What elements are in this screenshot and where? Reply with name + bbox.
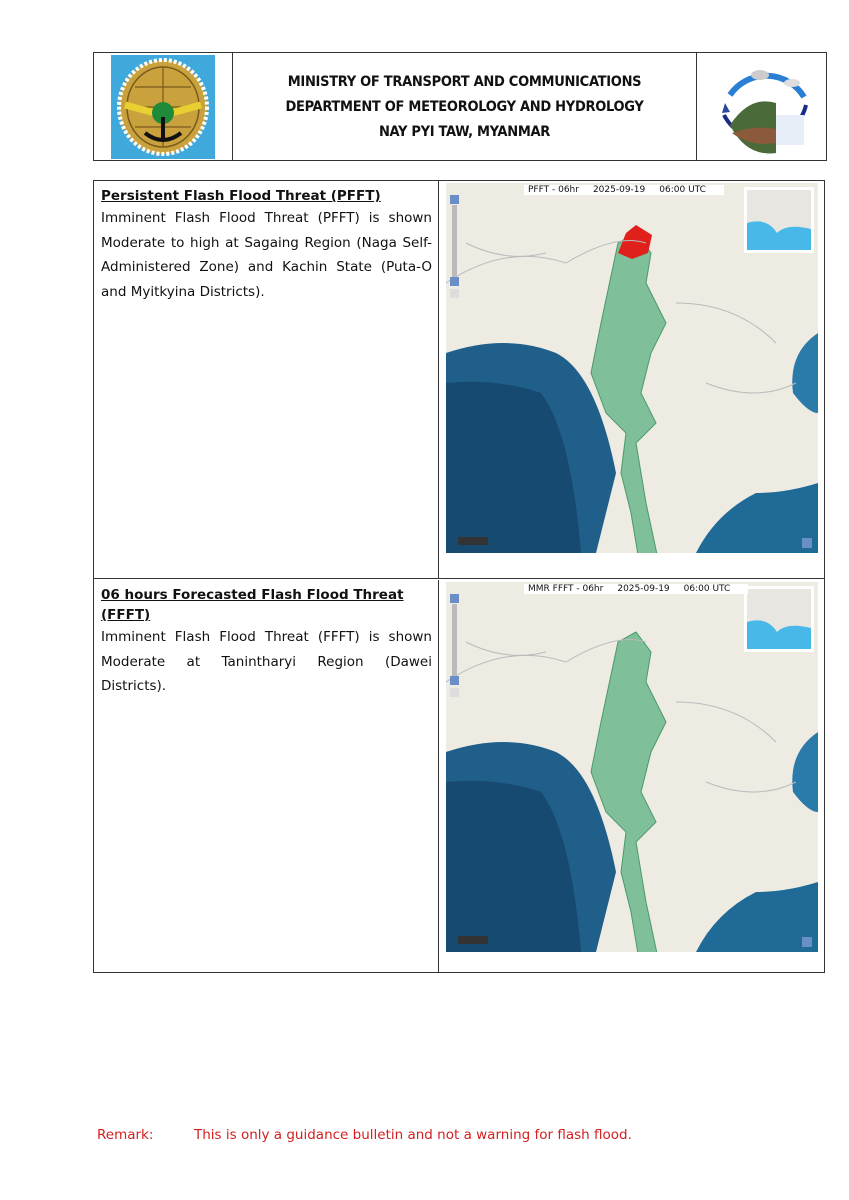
section-title: Persistent Flash Flood Threat (PFFT) <box>101 188 381 204</box>
ffft-description: 06 hours Forecasted Flash Flood Threat (… <box>94 580 439 972</box>
section-title: 06 hours Forecasted Flash Flood Threat (… <box>101 587 404 623</box>
section-body: Imminent Flash Flood Threat (FFFT) is sh… <box>101 629 432 694</box>
ffft-map[interactable]: MMR FFFT - 06hr 2025-09-19 06:00 UTC <box>446 582 818 952</box>
pfft-map[interactable]: PFFT - 06hr 2025-09-19 06:00 UTC <box>446 183 818 553</box>
ministry-name: MINISTRY OF TRANSPORT AND COMMUNICATIONS <box>287 73 642 90</box>
left-logo-cell <box>94 53 233 160</box>
map-date: 2025-09-19 <box>617 584 670 594</box>
remark: Remark: This is only a guidance bulletin… <box>97 1127 632 1143</box>
map-caption: PFFT - 06hr 2025-09-19 06:00 UTC <box>524 185 724 195</box>
map-date: 2025-09-19 <box>592 185 646 195</box>
pfft-row: Persistent Flash Flood Threat (PFFT) Imm… <box>94 181 824 579</box>
ffft-row: 06 hours Forecasted Flash Flood Threat (… <box>94 580 824 972</box>
map-time: 06:00 UTC <box>683 584 731 594</box>
flood-threat-table: Persistent Flash Flood Threat (PFFT) Imm… <box>93 180 825 973</box>
map-time: 06:00 UTC <box>659 185 706 195</box>
right-logo-cell <box>697 53 826 160</box>
map-graphic <box>446 586 818 952</box>
department-name: DEPARTMENT OF METEOROLOGY AND HYDROLOGY <box>285 98 644 115</box>
remark-text: This is only a guidance bulletin and not… <box>194 1127 632 1143</box>
location: NAY PYI TAW, MYANMAR <box>378 123 551 140</box>
header-title-block: MINISTRY OF TRANSPORT AND COMMUNICATIONS… <box>233 53 697 160</box>
map-graphic <box>446 187 818 553</box>
bulletin-header: MINISTRY OF TRANSPORT AND COMMUNICATIONS… <box>93 52 827 161</box>
map-product: MMR FFFT - 06hr <box>528 584 604 594</box>
pfft-description: Persistent Flash Flood Threat (PFFT) Imm… <box>94 181 439 578</box>
remark-label: Remark: <box>97 1127 154 1143</box>
map-caption: MMR FFFT - 06hr 2025-09-19 06:00 UTC <box>524 584 749 594</box>
section-body: Imminent Flash Flood Threat (PFFT) is sh… <box>101 210 432 300</box>
map-product: PFFT - 06hr <box>528 185 579 195</box>
hydrological-cycle-logo <box>721 69 808 153</box>
ministry-emblem-logo <box>111 54 215 159</box>
